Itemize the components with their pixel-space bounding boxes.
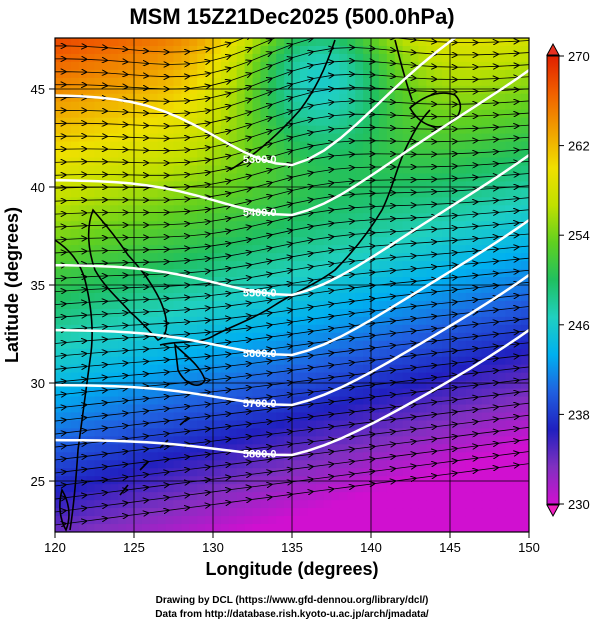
credit-line-1: Drawing by DCL (https://www.gfd-dennou.o… [156,595,429,606]
contour-line [55,218,529,357]
colorbar-tick-label: 254 [568,228,590,243]
x-tick-label: 125 [123,540,145,555]
y-axis-label: Latitude (degrees) [2,207,22,363]
contour-label: 5700.0 [243,398,277,410]
y-tick-label: 45 [31,82,45,97]
wind-streamlines [55,38,529,526]
contour-label: 5300.0 [243,154,277,166]
colorbar: 230 238 246 254 262 270 [546,42,590,518]
contour-label: 5800.0 [243,449,277,461]
colorbar-tick-label: 230 [568,497,590,512]
contour-line [55,328,529,457]
x-axis-label: Longitude (degrees) [205,559,378,579]
y-tick-label: 35 [31,278,45,293]
y-tick-label: 40 [31,180,45,195]
colorbar-max-arrow [546,42,560,56]
contour-line [55,68,529,217]
x-tick-label: 120 [44,540,66,555]
colorbar-tick-label: 246 [568,318,590,333]
contour-label: 5600.0 [243,348,277,360]
colorbar-tick-label: 270 [568,49,590,64]
credit-line-2: Data from http://database.rish.kyoto-u.a… [155,609,429,620]
map-title: MSM 15Z21Dec2025 (500.0hPa) [129,4,454,29]
contour-label: 5400.0 [243,207,277,219]
colorbar-gradient [546,55,560,505]
contour-line [55,273,529,407]
x-tick-label: 130 [202,540,224,555]
contour-line [55,38,457,167]
y-tick-label: 30 [31,376,45,391]
x-tick-label: 150 [518,540,540,555]
height-contours [55,38,529,457]
colorbar-min-arrow [546,504,560,518]
x-tick-label: 145 [439,540,461,555]
plot-area: 5300.0 5400.0 5500.0 5600.0 5700.0 5800.0 [55,38,529,532]
x-axis-ticks: 120 125 130 135 140 145 150 [44,532,540,555]
colorbar-ticks: 230 238 246 254 262 270 [559,49,590,512]
colorbar-tick-label: 262 [568,139,590,154]
contour-label: 5500.0 [243,287,277,299]
y-tick-label: 25 [31,474,45,489]
y-axis-ticks: 25 30 35 40 45 [31,82,55,489]
height-contour-labels: 5300.0 5400.0 5500.0 5600.0 5700.0 5800.0 [243,154,277,461]
colorbar-tick-label: 238 [568,407,590,422]
contour-line [55,153,529,297]
x-tick-label: 135 [281,540,303,555]
x-tick-label: 140 [360,540,382,555]
